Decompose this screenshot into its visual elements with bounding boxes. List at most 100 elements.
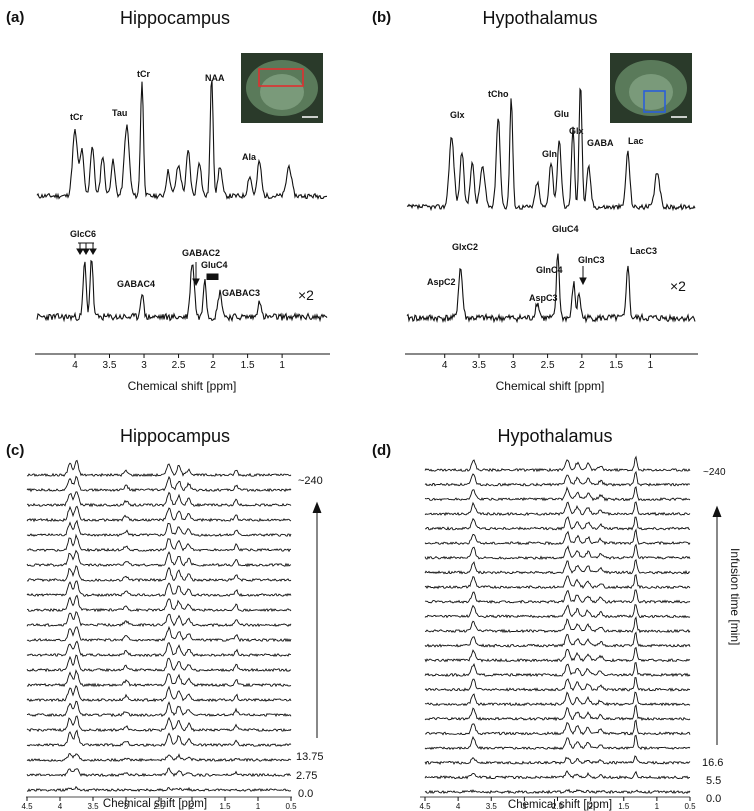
x-ticks: 4 3.5 3 2.5 2 1.5 1 xyxy=(442,354,654,371)
roi-box xyxy=(258,68,304,87)
stacked-spectrum xyxy=(26,640,292,658)
x-tick-label: 1.5 xyxy=(219,802,231,811)
x-tick-label: 4.5 xyxy=(21,802,33,811)
stacked-spectrum xyxy=(26,519,292,538)
stacked-spectrum xyxy=(26,654,292,673)
stacked-spectrum xyxy=(26,684,292,703)
x-tick-label: 3 xyxy=(124,802,129,811)
panel-b-letter: (b) xyxy=(372,9,391,26)
peak-label: Gln xyxy=(542,149,557,159)
stacked-spectrum xyxy=(26,533,291,553)
stacked-spectrum xyxy=(424,543,691,561)
peak-label: Ala xyxy=(242,152,257,162)
peak-label: AspC3 xyxy=(529,293,558,303)
stacked-spectrum xyxy=(26,669,292,688)
panel-a-letter: (a) xyxy=(6,9,24,26)
panel-c-letter: (c) xyxy=(6,442,24,459)
time-label: 0.0 xyxy=(298,788,313,800)
x-tick-label: 1 xyxy=(655,802,660,811)
peak-label: GlxC2 xyxy=(452,242,478,252)
stacked-spectrum xyxy=(424,755,691,765)
peak-label: GABAC3 xyxy=(222,288,260,298)
stacked-spectrum xyxy=(26,785,292,793)
peak-label: GlnC3 xyxy=(578,255,605,265)
peak-label: tCr xyxy=(137,69,150,79)
peak-label: tCho xyxy=(488,89,509,99)
stacked-spectrum xyxy=(424,646,691,663)
peak-label: Glx xyxy=(569,126,584,136)
x-tick-label: 0.5 xyxy=(285,802,297,811)
x-tick-label: 3.5 xyxy=(103,360,117,371)
scale-factor: ×2 xyxy=(298,287,314,303)
stacked-spectrum xyxy=(424,770,690,780)
peak-label: GABAC2 xyxy=(182,248,220,258)
x-tick-label: 3.5 xyxy=(486,802,498,811)
x-tick-label: 4 xyxy=(58,802,63,811)
panel-b-title: Hypothalamus xyxy=(482,8,597,28)
roi-box xyxy=(643,90,666,113)
peak-label: AspC2 xyxy=(427,277,456,287)
panel-a-title: Hippocampus xyxy=(120,8,230,28)
x-tick-label: 3.5 xyxy=(87,802,99,811)
stacked-spectrum xyxy=(26,549,292,568)
spectrum-lower xyxy=(36,259,328,323)
x-tick-label: 4 xyxy=(456,802,461,811)
stacked-spectrum xyxy=(424,704,691,722)
peak-label: Glu xyxy=(554,109,569,119)
mri-inset-hypothalamus xyxy=(610,53,692,123)
time-label: 5.5 xyxy=(706,775,721,787)
x-tick-label: 4.5 xyxy=(419,802,431,811)
stacked-spectrum xyxy=(26,505,292,523)
time-label: 16.6 xyxy=(702,757,723,769)
peak-label: GABAC4 xyxy=(117,279,155,289)
stacked-spectrum xyxy=(424,558,691,575)
peak-label: Glx xyxy=(450,110,465,120)
stacked-spectrum xyxy=(424,470,691,487)
x-axis-label: Chemical shift [ppm] xyxy=(128,379,237,393)
x-tick-label: 3.5 xyxy=(472,360,486,371)
x-tick-label: 4 xyxy=(72,360,78,371)
stacked-spectrum xyxy=(26,475,292,493)
x-tick-label: 1.5 xyxy=(241,360,255,371)
y-axis-label: Infusion time [min] xyxy=(728,548,742,645)
x-tick-label: 1 xyxy=(256,802,261,811)
stacked-spectrum xyxy=(424,691,691,707)
mri-inset-hippocampus xyxy=(241,53,323,123)
stacked-spectrum xyxy=(26,611,292,628)
panel-d-title: Hypothalamus xyxy=(497,426,612,446)
spectra-stack xyxy=(424,455,691,795)
peak-label: GlcC6 xyxy=(70,229,96,239)
stacked-spectrum xyxy=(26,565,292,583)
peak-label: Tau xyxy=(112,108,127,118)
spectra-stack xyxy=(26,459,292,793)
stacked-spectrum xyxy=(424,677,691,692)
x-tick-label: 2 xyxy=(210,360,216,371)
peak-label: NAA xyxy=(205,73,225,83)
peak-label: GluC4 xyxy=(201,260,228,270)
time-label: 13.75 xyxy=(296,751,324,763)
stacked-spectrum xyxy=(424,501,691,517)
x-axis-label: Chemical shift [ppm] xyxy=(103,798,207,810)
peak-label: GlnC4 xyxy=(536,265,563,275)
panel-d: (d) Hypothalamus ~240 16.6 5.5 0.0 Infus… xyxy=(372,426,742,811)
stacked-spectrum xyxy=(26,767,292,778)
stacked-spectrum xyxy=(26,491,292,508)
x-tick-label: 1 xyxy=(648,360,654,371)
peak-label: LacC3 xyxy=(630,246,657,256)
stacked-spectrum xyxy=(26,700,292,718)
stacked-spectrum xyxy=(26,729,292,748)
stacked-spectrum xyxy=(26,459,292,478)
x-tick-label: 2 xyxy=(588,802,593,811)
x-tick-label: 4 xyxy=(442,360,448,371)
time-label: 0.0 xyxy=(706,793,721,805)
x-tick-label: 2 xyxy=(190,802,195,811)
spectrum-upper xyxy=(36,80,328,200)
x-tick-label: 1.5 xyxy=(618,802,630,811)
x-tick-label: 2 xyxy=(579,360,585,371)
x-tick-label: 3 xyxy=(522,802,527,811)
stacked-spectrum xyxy=(26,715,292,732)
stacked-spectrum xyxy=(424,589,691,604)
panel-b: (b) Hypothalamus Glx tCho Glu Glx Gln GA… xyxy=(372,8,698,393)
